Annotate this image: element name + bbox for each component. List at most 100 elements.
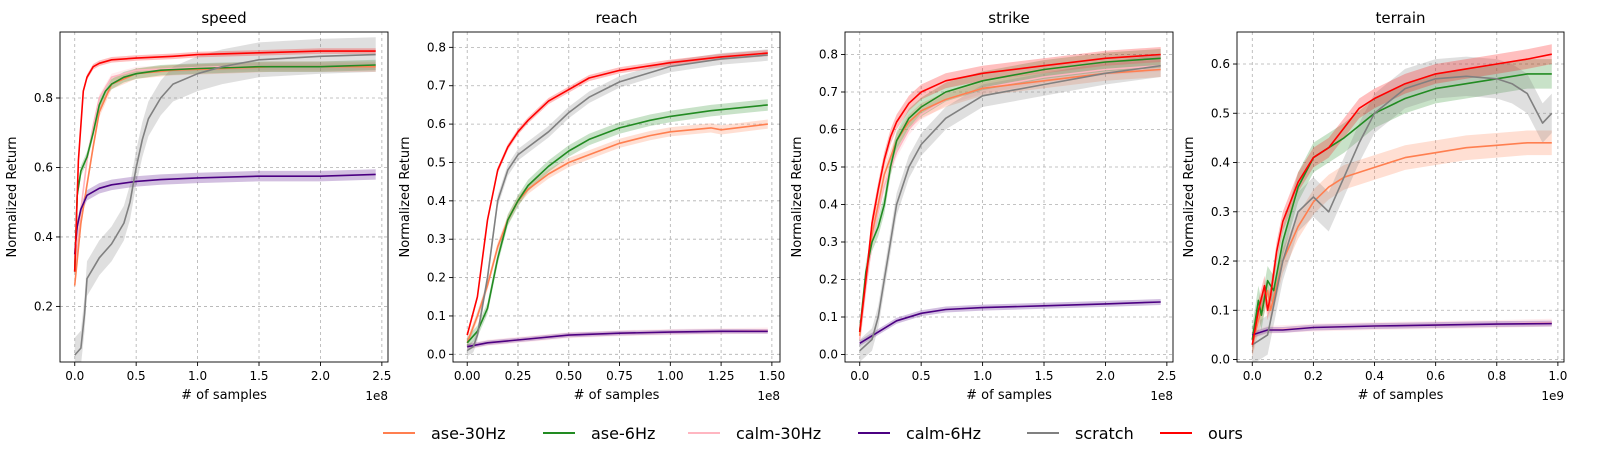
series-line-calm-6Hz bbox=[467, 330, 768, 348]
subplot-title: reach bbox=[595, 9, 637, 27]
y-tick-label: 0.0 bbox=[427, 347, 446, 361]
x-tick-label: 1.50 bbox=[759, 369, 786, 383]
y-tick-label: 0.4 bbox=[819, 198, 838, 212]
series-band-calm-6Hz bbox=[467, 329, 768, 349]
series-line-ours bbox=[858, 53, 1161, 333]
legend-item-calm-6Hz: calm-6Hz bbox=[858, 424, 981, 443]
series-band-ase-6Hz bbox=[1252, 59, 1552, 355]
series-band-scratch bbox=[1252, 56, 1552, 362]
legend-item-ours: ours bbox=[1160, 424, 1243, 443]
x-tick-label: 0.6 bbox=[1426, 369, 1445, 383]
plot-frame bbox=[452, 31, 781, 363]
y-axis-label: Normalized Return bbox=[398, 137, 413, 258]
series-line-ase-30Hz bbox=[466, 123, 768, 344]
x-axis-multiplier: 1e8 bbox=[757, 389, 780, 403]
x-axis-label: # of samples bbox=[574, 388, 660, 403]
x-tick-label: 0.50 bbox=[555, 369, 582, 383]
subplot-title: speed bbox=[201, 9, 246, 27]
x-axis-label: # of samples bbox=[1358, 388, 1444, 403]
series-group bbox=[466, 49, 768, 357]
x-tick-label: 2.5 bbox=[372, 369, 391, 383]
y-tick-label: 0.3 bbox=[1211, 205, 1230, 219]
x-tick-label: 2.5 bbox=[1157, 369, 1176, 383]
series-band-calm-6Hz bbox=[74, 169, 376, 260]
x-tick-label: 1.0 bbox=[973, 369, 992, 383]
subplot-strike: 0.0 0.5 1.0 1.5 2.0 2.5 0.0 0.1 0.2 0.3 0.4 0.5 0.6 0… bbox=[790, 9, 1176, 403]
x-axis-multiplier: 1e8 bbox=[365, 389, 388, 403]
y-tick-label: 0.5 bbox=[427, 155, 446, 169]
plot-frame bbox=[59, 31, 389, 363]
legend-item-ase-30Hz: ase-30Hz bbox=[383, 424, 506, 443]
series-band-scratch bbox=[467, 49, 768, 357]
y-tick-label: 0.8 bbox=[819, 48, 838, 62]
subplot-speed: 0.0 0.5 1.0 1.5 2.0 2.5 0.2 0.4 0.6 0.8 1e8 speed # … bbox=[5, 9, 391, 403]
y-tick-label: 0.7 bbox=[427, 79, 446, 93]
plot-frame bbox=[1236, 31, 1565, 363]
series-line-ase-6Hz bbox=[73, 64, 376, 272]
series-line-ase-30Hz bbox=[1251, 142, 1552, 345]
x-tick-label: 0.0 bbox=[1243, 369, 1262, 383]
series-line-scratch bbox=[466, 54, 768, 352]
series-band-ours bbox=[467, 50, 768, 339]
legend-label-scratch: scratch bbox=[1075, 424, 1134, 443]
x-tick-label: 2.0 bbox=[311, 369, 330, 383]
y-axis-label: Normalized Return bbox=[1182, 137, 1197, 258]
y-tick-label: 0.6 bbox=[427, 117, 446, 131]
series-band-calm-30Hz bbox=[467, 327, 768, 350]
series-line-calm-6Hz bbox=[73, 173, 376, 255]
plot-frame bbox=[844, 31, 1174, 363]
y-tick-label: 0.2 bbox=[819, 273, 838, 287]
x-tick-label: 1.00 bbox=[657, 369, 684, 383]
legend-item-calm-30Hz: calm-30Hz bbox=[688, 424, 821, 443]
y-tick-label: 0.0 bbox=[1211, 353, 1230, 367]
legend-label-ase-6Hz: ase-6Hz bbox=[591, 424, 655, 443]
y-tick-label: 0.8 bbox=[34, 91, 53, 105]
y-tick-label: 0.3 bbox=[819, 235, 838, 249]
y-tick-label: 0.2 bbox=[34, 299, 53, 313]
x-tick-label: 2.0 bbox=[1096, 369, 1115, 383]
series-line-ase-6Hz bbox=[466, 104, 768, 344]
series-line-ours bbox=[73, 50, 376, 272]
y-tick-label: 0.6 bbox=[819, 123, 838, 137]
legend: ase-30Hz ase-6Hz calm-30Hz calm-6Hz scratch o… bbox=[383, 424, 1243, 443]
legend-label-calm-6Hz: calm-6Hz bbox=[906, 424, 981, 443]
series-line-scratch bbox=[74, 53, 376, 356]
y-tick-label: 0.4 bbox=[1211, 156, 1230, 170]
subplot-reach: 0.00 0.25 0.50 0.75 1.00 1.25 1.50 0.0 0.1 0.2 0.3… bbox=[398, 9, 785, 403]
x-tick-label: 0.75 bbox=[606, 369, 633, 383]
y-axis-label: Normalized Return bbox=[5, 137, 20, 258]
x-tick-label: 0.2 bbox=[1304, 369, 1323, 383]
series-band-ase-30Hz bbox=[467, 119, 768, 348]
series-line-scratch bbox=[1251, 75, 1553, 346]
y-tick-label: 0.2 bbox=[427, 271, 446, 285]
x-tick-label: 0.5 bbox=[912, 369, 931, 383]
x-tick-label: 1.25 bbox=[708, 369, 735, 383]
x-tick-label: 1.5 bbox=[249, 369, 268, 383]
y-tick-label: 0.5 bbox=[1211, 106, 1230, 120]
y-tick-label: 0.1 bbox=[1211, 303, 1230, 317]
x-tick-label: 0.00 bbox=[454, 369, 481, 383]
series-line-ours bbox=[1251, 53, 1552, 345]
x-tick-label: 0.4 bbox=[1365, 369, 1384, 383]
y-tick-label: 0.2 bbox=[1211, 254, 1230, 268]
y-tick-label: 0.4 bbox=[34, 230, 53, 244]
x-tick-label: 0.0 bbox=[850, 369, 869, 383]
x-tick-label: 0.8 bbox=[1487, 369, 1506, 383]
series-band-ase-6Hz bbox=[467, 99, 768, 349]
y-tick-label: 0.8 bbox=[427, 40, 446, 54]
series-line-ours bbox=[466, 52, 768, 336]
series-group bbox=[1251, 44, 1553, 362]
y-tick-label: 0.0 bbox=[819, 348, 838, 362]
y-tick-label: 0.7 bbox=[819, 85, 838, 99]
series-band-ase-30Hz bbox=[1252, 130, 1552, 358]
x-axis-multiplier: 1e9 bbox=[1541, 389, 1564, 403]
x-axis-label: # of samples bbox=[181, 388, 267, 403]
series-line-calm-6Hz bbox=[859, 301, 1161, 344]
y-tick-label: 0.6 bbox=[34, 160, 53, 174]
subplot-title: terrain bbox=[1375, 9, 1425, 27]
legend-item-ase-6Hz: ase-6Hz bbox=[543, 424, 655, 443]
y-tick-label: 0.1 bbox=[427, 309, 446, 323]
series-line-calm-6Hz bbox=[1252, 322, 1552, 336]
series-line-ase-6Hz bbox=[858, 57, 1161, 333]
